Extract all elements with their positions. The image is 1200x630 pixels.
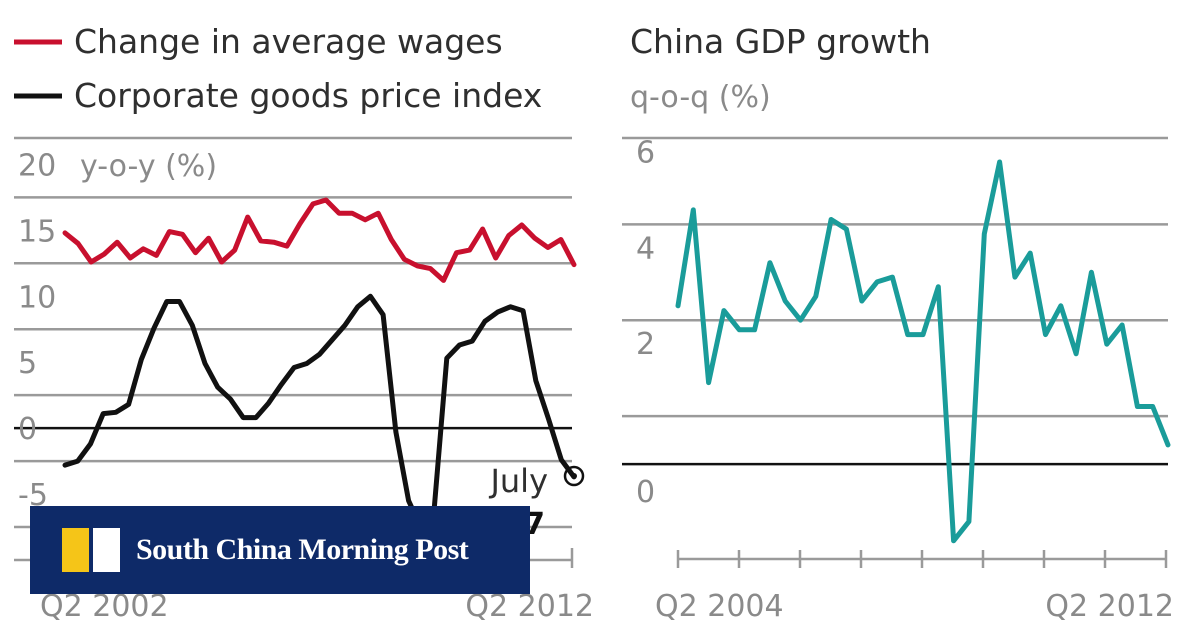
annotation-july-marker: [563, 465, 585, 487]
left-y-tick-label: 0: [18, 412, 37, 447]
scmp-logo-icon: [62, 528, 120, 572]
brand-name: South China Morning Post: [136, 533, 469, 566]
legend-label-cgpi: Corporate goods price index: [74, 76, 542, 115]
right-y-tick-label: 6: [636, 135, 655, 170]
series-line-gdp: [675, 159, 1171, 544]
annotation-july-label: July: [488, 462, 548, 500]
left-y-tick-label: 10: [18, 280, 56, 315]
legend-label-wages: Change in average wages: [74, 22, 503, 61]
left-x-tick-label-end: Q2 2012: [465, 589, 594, 624]
left-x-tick-label-start: Q2 2002: [40, 589, 169, 624]
left-y-tick-label: 5: [18, 346, 37, 381]
brand-banner: South China Morning Post: [30, 506, 530, 594]
left-y-unit-label: y-o-y (%): [80, 149, 217, 184]
left-y-tick-label: 15: [18, 214, 56, 249]
left-y-tick-label: 20: [18, 148, 56, 183]
right-y-tick-label: 2: [636, 327, 655, 362]
right-y-tick-label: 0: [636, 475, 655, 510]
wages-cgpi-panel: 20 15 10 5 0 -5 Change in average wages Corpo…: [14, 22, 594, 624]
right-y-tick-label: 4: [636, 231, 655, 266]
right-x-tick-label-start: Q2 2004: [655, 589, 784, 624]
gdp-chart-title: China GDP growth: [630, 22, 931, 61]
annotation-july-marker-dot: [571, 473, 577, 479]
gdp-y-unit-label: q-o-q (%): [630, 80, 771, 115]
right-x-tick-label-end: Q2 2012: [1045, 589, 1174, 624]
series-line-cgpi: [62, 293, 577, 531]
series-line-wages: [62, 197, 577, 283]
